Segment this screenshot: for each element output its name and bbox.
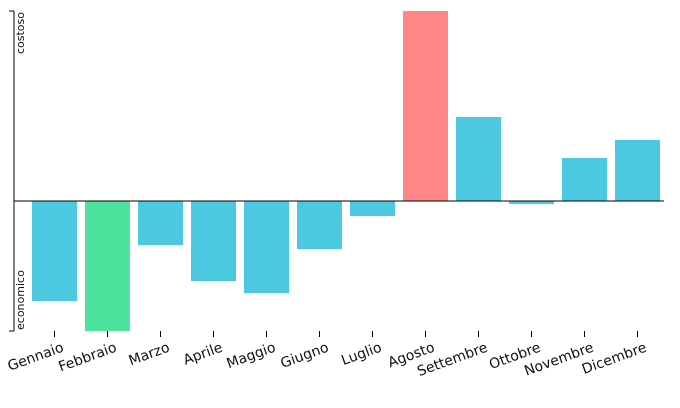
x-tick-label-gennaio: Gennaio (6, 340, 66, 375)
bar-marzo (138, 201, 183, 245)
bar-dicembre (615, 140, 660, 201)
x-tick-label-aprile: Aprile (181, 340, 225, 369)
bar-maggio (244, 201, 289, 293)
bar-ottobre (509, 201, 554, 204)
y-axis-label-top: costoso (14, 12, 27, 54)
y-axis-label-bottom: economico (14, 270, 27, 330)
x-tick-label-febbraio: Febbraio (57, 340, 119, 376)
bar-agosto (403, 11, 448, 201)
bars-layer (32, 11, 660, 331)
bar-febbraio (85, 201, 130, 331)
bar-aprile (191, 201, 236, 281)
bar-settembre (456, 117, 501, 201)
bar-gennaio (32, 201, 77, 301)
x-tick-label-maggio: Maggio (225, 340, 278, 372)
x-tick-label-luglio: Luglio (339, 340, 384, 369)
x-tick-label-marzo: Marzo (127, 340, 172, 370)
x-tick-label-giugno: Giugno (278, 340, 330, 372)
bar-novembre (562, 158, 607, 201)
bar-luglio (350, 201, 395, 216)
bar-giugno (297, 201, 342, 249)
